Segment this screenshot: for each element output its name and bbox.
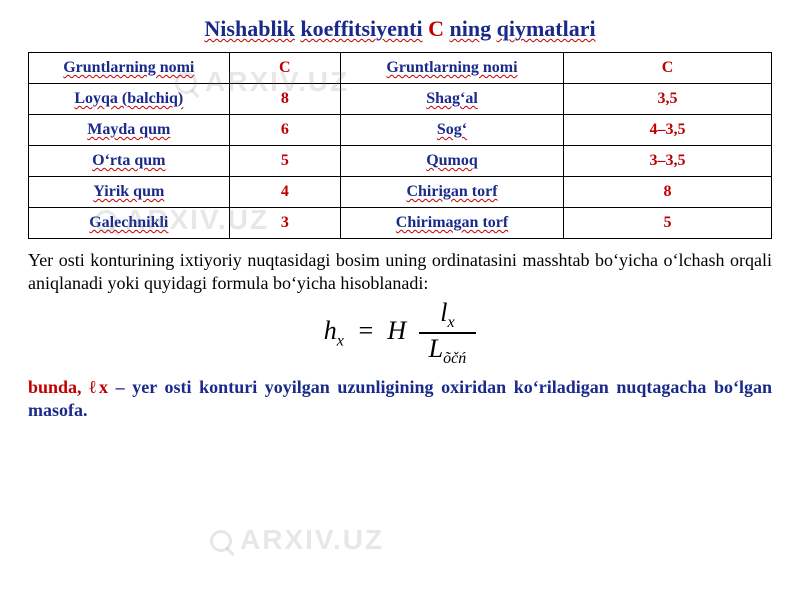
cell-name: Loyqa (balchiq) [29, 84, 230, 115]
fraction-denominator: Lõčń [419, 334, 477, 368]
cell-value: 3–3,5 [563, 146, 771, 177]
formula-eq: = [357, 316, 375, 345]
cell-name: Qumoq [341, 146, 564, 177]
formula: hx = H lx Lõčń [28, 298, 772, 368]
title-word: Nishablik [204, 16, 295, 41]
coefficient-table: Gruntlarning nomi C Gruntlarning nomi C … [28, 52, 772, 239]
cell-name: Oʻrta qum [29, 146, 230, 177]
cell-name: Galechnikli [29, 208, 230, 239]
cell-text: Qumoq [426, 152, 478, 169]
num-sub: x [448, 314, 455, 331]
cell-text: 5 [281, 152, 289, 169]
title-word: ning [450, 16, 492, 41]
den-sub: õčń [443, 350, 466, 367]
cell-value: 4–3,5 [563, 115, 771, 146]
cell-text: 8 [663, 183, 671, 200]
cell-value: 6 [229, 115, 340, 146]
cell-name: Sogʻ [341, 115, 564, 146]
cell-text: Mayda qum [87, 121, 170, 138]
formula-H: H [387, 316, 406, 345]
cell-name: Shagʻal [341, 84, 564, 115]
title-word: koeffitsiyenti [300, 16, 422, 41]
table-row: Mayda qum 6 Sogʻ 4–3,5 [29, 115, 772, 146]
table-row: Galechnikli 3 Chirimagan torf 5 [29, 208, 772, 239]
cell-name: Yirik qum [29, 177, 230, 208]
cell-value: 5 [563, 208, 771, 239]
col-header-c-2: C [563, 53, 771, 84]
header-text: Gruntlarning nomi [63, 59, 194, 76]
cell-text: Yirik qum [93, 183, 164, 200]
cell-text: 5 [663, 214, 671, 231]
page-title: Nishablik koeffitsiyenti C ning qiymatla… [28, 16, 772, 42]
cell-text: 4 [281, 183, 289, 200]
cell-value: 8 [229, 84, 340, 115]
cell-text: 3–3,5 [649, 152, 685, 169]
col-header-c-1: C [229, 53, 340, 84]
body-paragraph: Yer osti konturining ixtiyoriy nuqtasida… [28, 249, 772, 294]
fraction-numerator: lx [419, 298, 477, 334]
cell-text: 3,5 [657, 90, 677, 107]
cell-name: Chirigan torf [341, 177, 564, 208]
cell-text: Chirimagan torf [396, 214, 508, 231]
cell-value: 8 [563, 177, 771, 208]
cell-name: Mayda qum [29, 115, 230, 146]
table-row: Yirik qum 4 Chirigan torf 8 [29, 177, 772, 208]
header-text: C [279, 59, 291, 76]
table-header-row: Gruntlarning nomi C Gruntlarning nomi C [29, 53, 772, 84]
cell-text: Sogʻ [437, 121, 467, 138]
cell-value: 5 [229, 146, 340, 177]
cell-text: Oʻrta qum [92, 152, 165, 169]
cell-name: Chirimagan torf [341, 208, 564, 239]
formula-lhs-sub: x [337, 332, 344, 349]
title-word: qiymatlari [497, 16, 596, 41]
num-var: l [440, 298, 447, 327]
watermark-icon [210, 530, 232, 552]
cell-text: 6 [281, 121, 289, 138]
footnote-paragraph: bunda, ℓx – yer osti konturi yoyilgan uz… [28, 376, 772, 421]
cell-text: Galechnikli [89, 214, 168, 231]
cell-text: Shagʻal [426, 90, 478, 107]
formula-lhs-var: h [324, 316, 337, 345]
den-var: L [429, 334, 443, 363]
col-header-name-1: Gruntlarning nomi [29, 53, 230, 84]
cell-text: 4–3,5 [649, 121, 685, 138]
header-text: Gruntlarning nomi [386, 59, 517, 76]
cell-text: 3 [281, 214, 289, 231]
formula-fraction: lx Lõčń [419, 298, 477, 368]
title-letter-c: C [428, 16, 444, 41]
cell-text: Loyqa (balchiq) [74, 90, 183, 107]
cell-value: 3,5 [563, 84, 771, 115]
header-text: C [662, 59, 674, 76]
footnote-rest: – yer osti konturi yoyilgan uzunligining… [28, 377, 772, 420]
cell-text: Chirigan torf [406, 183, 497, 200]
footnote-symbol: ℓx [89, 377, 108, 397]
watermark: ARXIV.UZ [240, 524, 384, 556]
col-header-name-2: Gruntlarning nomi [341, 53, 564, 84]
cell-value: 4 [229, 177, 340, 208]
cell-text: 8 [281, 90, 289, 107]
cell-value: 3 [229, 208, 340, 239]
table-row: Oʻrta qum 5 Qumoq 3–3,5 [29, 146, 772, 177]
table-row: Loyqa (balchiq) 8 Shagʻal 3,5 [29, 84, 772, 115]
footnote-lead: bunda, [28, 377, 82, 397]
